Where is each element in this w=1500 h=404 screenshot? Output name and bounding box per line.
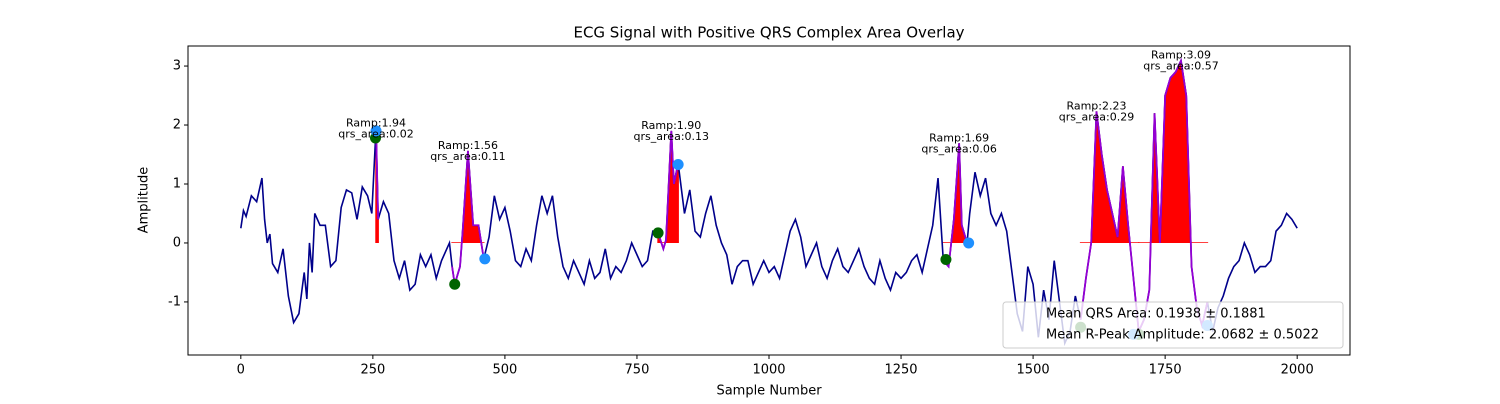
y-tick-label: -1 [168, 294, 181, 309]
qrs-area [451, 150, 485, 243]
x-tick-label: 500 [492, 363, 517, 378]
annotation: Ramp:3.09 [1151, 49, 1211, 62]
x-tick-label: 750 [625, 363, 650, 378]
annotation: Ramp:1.94 [346, 117, 406, 130]
plot-area [240, 57, 1298, 347]
qrs-segment [1079, 111, 1140, 332]
qrs-area [1079, 111, 1140, 243]
x-tick-label: 250 [360, 363, 385, 378]
annotation: qrs_area:0.57 [1143, 60, 1218, 73]
offset-marker [370, 125, 382, 137]
x-tick-label: 2000 [1281, 363, 1314, 378]
offset-marker [479, 253, 491, 265]
annotation: Ramp:1.56 [438, 139, 498, 152]
x-tick-label: 1750 [1149, 363, 1182, 378]
legend-entry: Mean R-Peak Amplitude: 2.0682 ± 0.5022 [1046, 328, 1319, 343]
x-tick-label: 1250 [884, 363, 917, 378]
offset-marker [672, 159, 684, 171]
axes-frame [187, 45, 1351, 356]
annotation: Ramp:1.90 [641, 119, 701, 132]
x-tick-label: 1500 [1017, 363, 1050, 378]
chart-title: ECG Signal with Positive QRS Complex Are… [573, 24, 964, 42]
y-tick-label: 0 [173, 235, 181, 250]
qrs-segment [657, 130, 680, 252]
ecg-line [240, 58, 1298, 347]
annotation: qrs_area:0.13 [634, 130, 709, 143]
onset-marker [940, 253, 952, 265]
y-axis-label: Amplitude [137, 167, 152, 234]
y-tick-label: 3 [173, 59, 181, 74]
x-axis-label: Sample Number [716, 384, 822, 399]
onset-marker [449, 278, 461, 290]
qrs-segment [1137, 57, 1209, 332]
legend-entry: Mean QRS Area: 0.1938 ± 0.1881 [1046, 307, 1266, 322]
x-tick-label: 0 [237, 363, 245, 378]
annotation: qrs_area:0.29 [1059, 110, 1134, 123]
annotation: Ramp:1.69 [929, 131, 989, 144]
offset-marker [963, 237, 975, 249]
qrs-segment [942, 143, 968, 269]
y-tick-label: 1 [173, 176, 181, 191]
annotation: qrs_area:0.06 [921, 142, 996, 155]
annotation: qrs_area:0.11 [430, 150, 505, 163]
onset-marker [652, 227, 664, 239]
qrs-segment [375, 128, 380, 220]
annotation: Ramp:2.23 [1066, 99, 1126, 112]
legend-box [1002, 301, 1344, 349]
y-tick-label: 2 [173, 118, 181, 133]
annotation: qrs_area:0.02 [338, 128, 413, 141]
x-tick-label: 1000 [752, 363, 785, 378]
